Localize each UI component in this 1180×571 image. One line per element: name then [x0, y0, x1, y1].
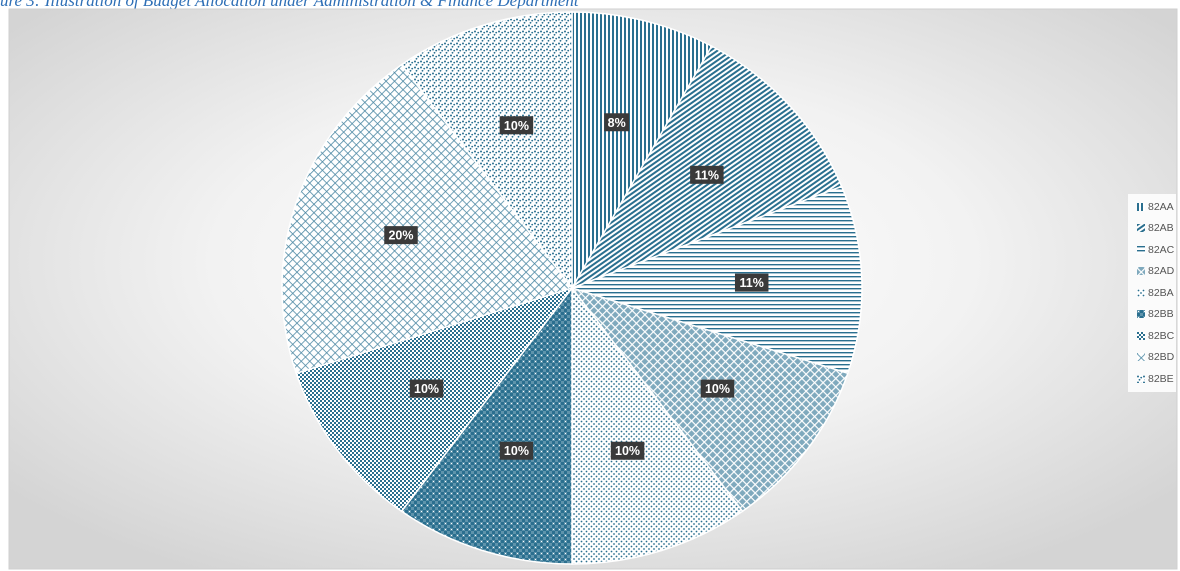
legend-label: 82AD [1148, 265, 1175, 278]
legend-item-82bc: 82BC [1128, 325, 1176, 347]
data-label-82bc: 10% [409, 379, 444, 398]
legend-label: 82BC [1148, 329, 1175, 342]
pie-slice-82bc [295, 286, 575, 513]
data-label-text: 10% [504, 119, 529, 133]
data-label-text: 10% [705, 382, 730, 396]
legend-swatch [1137, 310, 1145, 319]
data-label-82ab: 11% [690, 165, 724, 184]
legend: 82AA 82AB 82AC 82AD 82BA 82BB 82BC 82BD 82BE [1128, 194, 1176, 392]
data-label-box [610, 441, 645, 460]
legend-swatch [1137, 267, 1145, 276]
data-label-box [409, 379, 444, 398]
legend-label: 82BA [1148, 286, 1174, 299]
data-label-82ad: 10% [700, 379, 735, 398]
pie-slice-82ac [569, 185, 863, 375]
legend-item-82ba: 82BA [1128, 282, 1176, 304]
legend-item-82be: 82BE [1128, 368, 1176, 390]
data-label-82bd: 20% [384, 226, 418, 245]
data-label-text: 8% [608, 116, 626, 130]
data-label-text: 10% [414, 382, 439, 396]
pie-slice-82bb [400, 285, 573, 565]
data-label-box [690, 165, 724, 184]
pie-slices [281, 11, 863, 565]
legend-swatch [1137, 331, 1145, 340]
legend-label: 82AA [1148, 200, 1174, 213]
legend-label: 82AC [1148, 243, 1175, 256]
legend-item-82bd: 82BD [1128, 347, 1176, 369]
data-label-box [604, 113, 630, 132]
data-label-text: 10% [504, 444, 529, 458]
legend-label: 82BB [1148, 308, 1174, 321]
legend-item-82ab: 82AB [1128, 218, 1176, 240]
pie-slice-82aa [571, 11, 713, 291]
pie-slice-82ba [571, 285, 744, 565]
data-label-text: 20% [388, 229, 413, 243]
data-label-text: 11% [695, 168, 719, 182]
pie-slice-82bd [281, 63, 574, 375]
legend-swatch [1137, 353, 1145, 362]
legend-swatch [1137, 245, 1145, 254]
data-label-82bb: 10% [499, 441, 534, 460]
data-label-box [499, 441, 534, 460]
legend-swatch [1137, 224, 1145, 233]
data-label-text: 10% [615, 444, 640, 458]
data-label-box [700, 379, 735, 398]
data-label-82ac: 11% [734, 273, 769, 292]
legend-item-82ad: 82AD [1128, 261, 1176, 283]
data-label-box [734, 273, 769, 292]
figure-caption: ure 3: Illustration of Budget Allocation… [0, 0, 579, 10]
pie-data-labels: 8% 11% 11% 10% 10% 10% 10% 20% 10% [384, 113, 769, 460]
legend-item-82aa: 82AA [1128, 196, 1176, 218]
data-label-82ba: 10% [610, 441, 645, 460]
legend-label: 82BE [1148, 372, 1174, 385]
data-label-box [499, 116, 534, 135]
data-label-82aa: 8% [604, 113, 630, 132]
legend-item-82bb: 82BB [1128, 304, 1176, 326]
data-label-box [384, 226, 418, 245]
pie-slice-82be [400, 11, 573, 291]
legend-label: 82AB [1148, 222, 1174, 235]
legend-label: 82BD [1148, 351, 1175, 364]
legend-swatch [1137, 288, 1145, 297]
legend-swatch [1137, 374, 1145, 383]
legend-item-82ac: 82AC [1128, 239, 1176, 261]
data-label-text: 11% [740, 276, 764, 290]
legend-swatch [1137, 202, 1145, 211]
pie-slice-82ad [569, 286, 849, 513]
data-label-82be: 10% [499, 116, 534, 135]
